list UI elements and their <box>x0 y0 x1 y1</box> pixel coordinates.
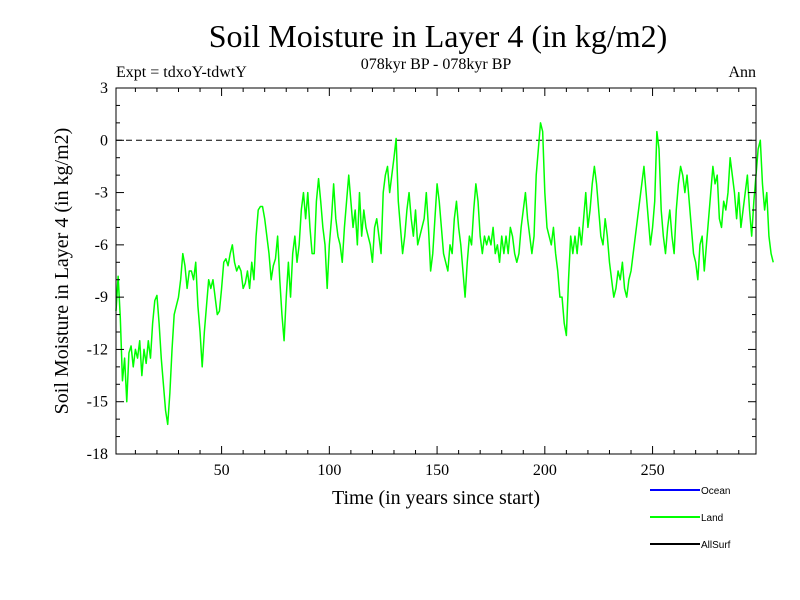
season-label: Ann <box>728 64 756 81</box>
experiment-label: Expt = tdxoY-tdwtY <box>116 64 247 81</box>
chart-title: Soil Moisture in Layer 4 (in kg/m2) <box>209 18 668 54</box>
y-tick-label: -3 <box>95 185 108 202</box>
series-line-land <box>115 122 774 426</box>
chart-subtitle: 078kyr BP - 078kyr BP <box>361 56 512 73</box>
x-tick-label: 250 <box>641 462 665 479</box>
y-tick-label: -15 <box>87 394 108 411</box>
y-tick-label: -12 <box>87 341 108 358</box>
legend-label-ocean: Ocean <box>701 486 730 497</box>
y-tick-label: 0 <box>100 132 108 149</box>
legend: Ocean Land AllSurf <box>650 486 731 551</box>
x-tick-label: 200 <box>533 462 557 479</box>
legend-label-land: Land <box>701 513 723 524</box>
y-axis-label: Soil Moisture in Layer 4 (in kg/m2) <box>51 128 73 415</box>
series-layer <box>115 122 774 426</box>
x-tick-label: 150 <box>425 462 449 479</box>
axis-layer: 50 100 150 200 250 3 0 -3 -6 -9 -12 -15 -18 <box>87 80 756 479</box>
y-tick-label: -6 <box>95 237 108 254</box>
x-axis-label: Time (in years since start) <box>332 487 540 509</box>
plot-frame <box>115 87 757 455</box>
y-tick-label: 3 <box>100 80 108 97</box>
x-tick-label: 100 <box>317 462 341 479</box>
x-tick-label: 50 <box>214 462 230 479</box>
legend-label-allsurf: AllSurf <box>701 540 731 551</box>
y-tick-label: -9 <box>95 289 108 306</box>
y-tick-label: -18 <box>87 446 108 463</box>
